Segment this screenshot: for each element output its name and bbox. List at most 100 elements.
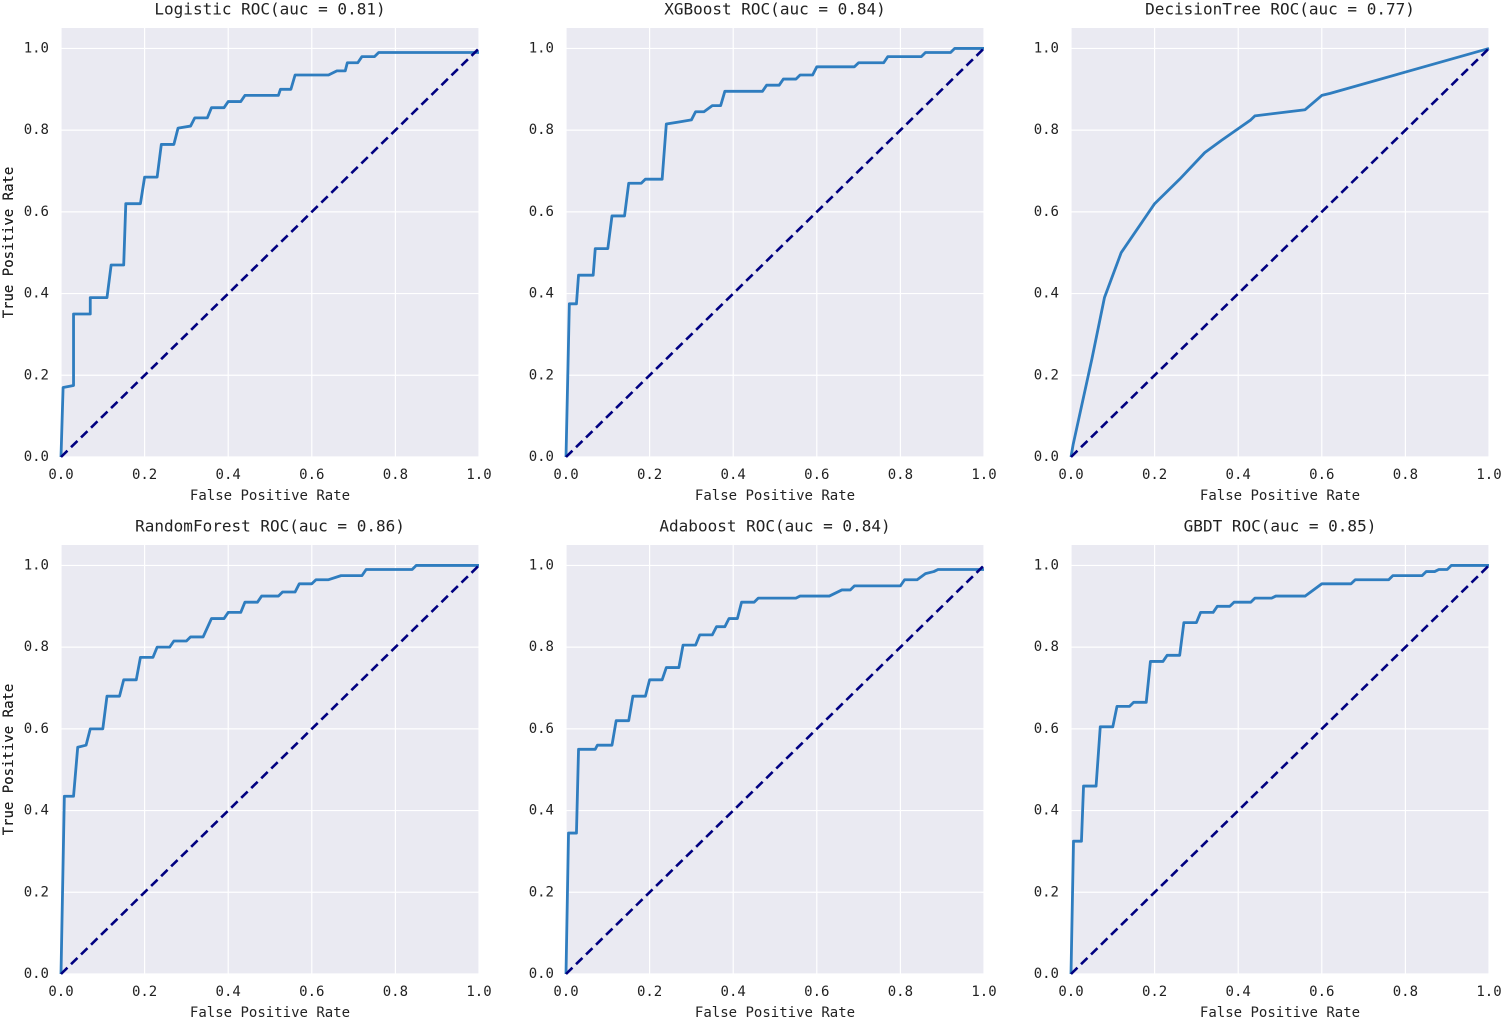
roc-curve <box>59 51 479 458</box>
y-tick-label: 0.2 <box>24 884 49 900</box>
subplot: 0.0 0.2 0.4 0.6 0.8 1.0 0.0 0.2 0.4 0.6 0.8 1.0 Deci… <box>1 0 1502 504</box>
chart-title: GBDT ROC(auc = 0.85) <box>1184 517 1377 536</box>
y-tick-label: 0.6 <box>24 721 49 737</box>
x-tick-label: 0.4 <box>216 467 241 483</box>
y-tick-label: 1.0 <box>24 557 49 573</box>
x-axis-label: False Positive Rate <box>1200 1005 1360 1020</box>
x-tick-label: 0.8 <box>888 984 913 1000</box>
plot-area <box>61 545 479 974</box>
y-tick-label: 0.8 <box>529 122 554 138</box>
x-tick-label: 0.2 <box>1142 467 1167 483</box>
subplot: 0.0 0.2 0.4 0.6 0.8 1.0 0.0 0.2 0.4 0.6 0.8 1.0 Logi… <box>1 0 492 504</box>
plot-area <box>61 28 479 457</box>
subplot: 0.0 0.2 0.4 0.6 0.8 1.0 0.0 0.2 0.4 0.6 0.8 1.0 Rand… <box>1 517 492 1020</box>
chart-title: XGBoost ROC(auc = 0.84) <box>664 0 886 19</box>
y-tick-label: 1.0 <box>1034 40 1059 56</box>
y-tick-label: 1.0 <box>529 557 554 573</box>
x-tick-label: 1.0 <box>1476 984 1501 1000</box>
y-tick-label: 0.0 <box>529 966 554 982</box>
subplot: 0.0 0.2 0.4 0.6 0.8 1.0 0.0 0.2 0.4 0.6 0.8 1.0 Adab… <box>1 517 997 1020</box>
roc-curve <box>564 47 984 458</box>
y-tick-label: 0.8 <box>1034 122 1059 138</box>
x-tick-label: 0.0 <box>1058 984 1083 1000</box>
x-tick-label: 0.4 <box>1226 467 1251 483</box>
x-tick-label: 1.0 <box>466 984 491 1000</box>
x-tick-label: 0.8 <box>1393 984 1418 1000</box>
chart-title: RandomForest ROC(auc = 0.86) <box>135 517 405 536</box>
y-tick-label: 0.0 <box>24 449 49 465</box>
x-axis-label: False Positive Rate <box>1200 488 1360 504</box>
x-tick-label: 0.8 <box>383 467 408 483</box>
x-tick-label: 0.0 <box>553 467 578 483</box>
y-tick-label: 0.4 <box>1034 286 1059 302</box>
x-tick-label: 1.0 <box>971 467 996 483</box>
x-tick-label: 0.8 <box>888 467 913 483</box>
roc-curve <box>1069 564 1489 975</box>
roc-curve <box>1069 47 1490 458</box>
roc-curve <box>564 568 984 975</box>
y-tick-label: 0.0 <box>1034 966 1059 982</box>
y-tick-label: 1.0 <box>1034 557 1059 573</box>
y-tick-label: 0.0 <box>1034 449 1059 465</box>
y-axis-label: True Positive Rate <box>1 167 17 319</box>
y-tick-label: 0.8 <box>1034 639 1059 655</box>
x-axis-label: False Positive Rate <box>190 488 350 504</box>
y-axis-label: True Positive Rate <box>1 684 17 836</box>
x-tick-label: 0.4 <box>721 984 746 1000</box>
x-tick-label: 0.0 <box>48 467 73 483</box>
plot-area <box>1071 545 1489 974</box>
x-axis-label: False Positive Rate <box>695 488 855 504</box>
x-tick-label: 0.2 <box>1142 984 1167 1000</box>
x-tick-label: 0.6 <box>299 467 324 483</box>
x-axis-label: False Positive Rate <box>695 1005 855 1020</box>
x-tick-label: 0.2 <box>132 467 157 483</box>
chart-title: Adaboost ROC(auc = 0.84) <box>659 517 890 536</box>
y-tick-label: 0.4 <box>24 286 49 302</box>
subplot: 0.0 0.2 0.4 0.6 0.8 1.0 0.0 0.2 0.4 0.6 0.8 1.0 XGBo… <box>1 0 997 504</box>
y-tick-label: 0.8 <box>529 639 554 655</box>
y-tick-label: 0.6 <box>529 721 554 737</box>
plot-area <box>566 545 984 974</box>
x-tick-label: 0.6 <box>804 984 829 1000</box>
chart-title: DecisionTree ROC(auc = 0.77) <box>1145 0 1415 19</box>
y-tick-label: 0.8 <box>24 639 49 655</box>
x-tick-label: 0.6 <box>1309 467 1334 483</box>
y-tick-label: 0.2 <box>529 367 554 383</box>
x-tick-label: 0.8 <box>383 984 408 1000</box>
y-tick-label: 0.6 <box>1034 721 1059 737</box>
y-tick-label: 0.6 <box>529 204 554 220</box>
x-tick-label: 1.0 <box>466 467 491 483</box>
x-tick-label: 1.0 <box>971 984 996 1000</box>
x-tick-label: 0.2 <box>132 984 157 1000</box>
y-tick-label: 0.6 <box>1034 204 1059 220</box>
x-tick-label: 0.4 <box>1226 984 1251 1000</box>
x-tick-label: 0.2 <box>637 984 662 1000</box>
y-tick-label: 0.0 <box>529 449 554 465</box>
y-axis-label: True Positive Rate <box>1 684 17 836</box>
plot-area <box>1071 28 1489 457</box>
plot-area <box>566 28 984 457</box>
x-tick-label: 0.4 <box>721 467 746 483</box>
x-axis-label: False Positive Rate <box>190 1005 350 1020</box>
y-tick-label: 1.0 <box>529 40 554 56</box>
x-tick-label: 0.0 <box>1058 467 1083 483</box>
roc-curve <box>59 564 479 975</box>
subplot: 0.0 0.2 0.4 0.6 0.8 1.0 0.0 0.2 0.4 0.6 0.8 1.0 GBDT… <box>1 517 1502 1020</box>
y-tick-label: 0.8 <box>24 122 49 138</box>
x-tick-label: 0.6 <box>299 984 324 1000</box>
y-tick-label: 0.4 <box>24 803 49 819</box>
y-tick-label: 0.0 <box>24 966 49 982</box>
y-axis-label: True Positive Rate <box>1 684 17 836</box>
y-tick-label: 0.6 <box>24 204 49 220</box>
y-tick-label: 0.4 <box>529 803 554 819</box>
x-tick-label: 0.0 <box>48 984 73 1000</box>
y-tick-label: 0.2 <box>24 367 49 383</box>
x-tick-label: 0.4 <box>216 984 241 1000</box>
x-tick-label: 0.6 <box>804 467 829 483</box>
x-tick-label: 0.0 <box>553 984 578 1000</box>
y-tick-label: 0.2 <box>1034 884 1059 900</box>
x-tick-label: 0.2 <box>637 467 662 483</box>
y-axis-label: True Positive Rate <box>1 167 17 319</box>
y-tick-label: 0.4 <box>529 286 554 302</box>
